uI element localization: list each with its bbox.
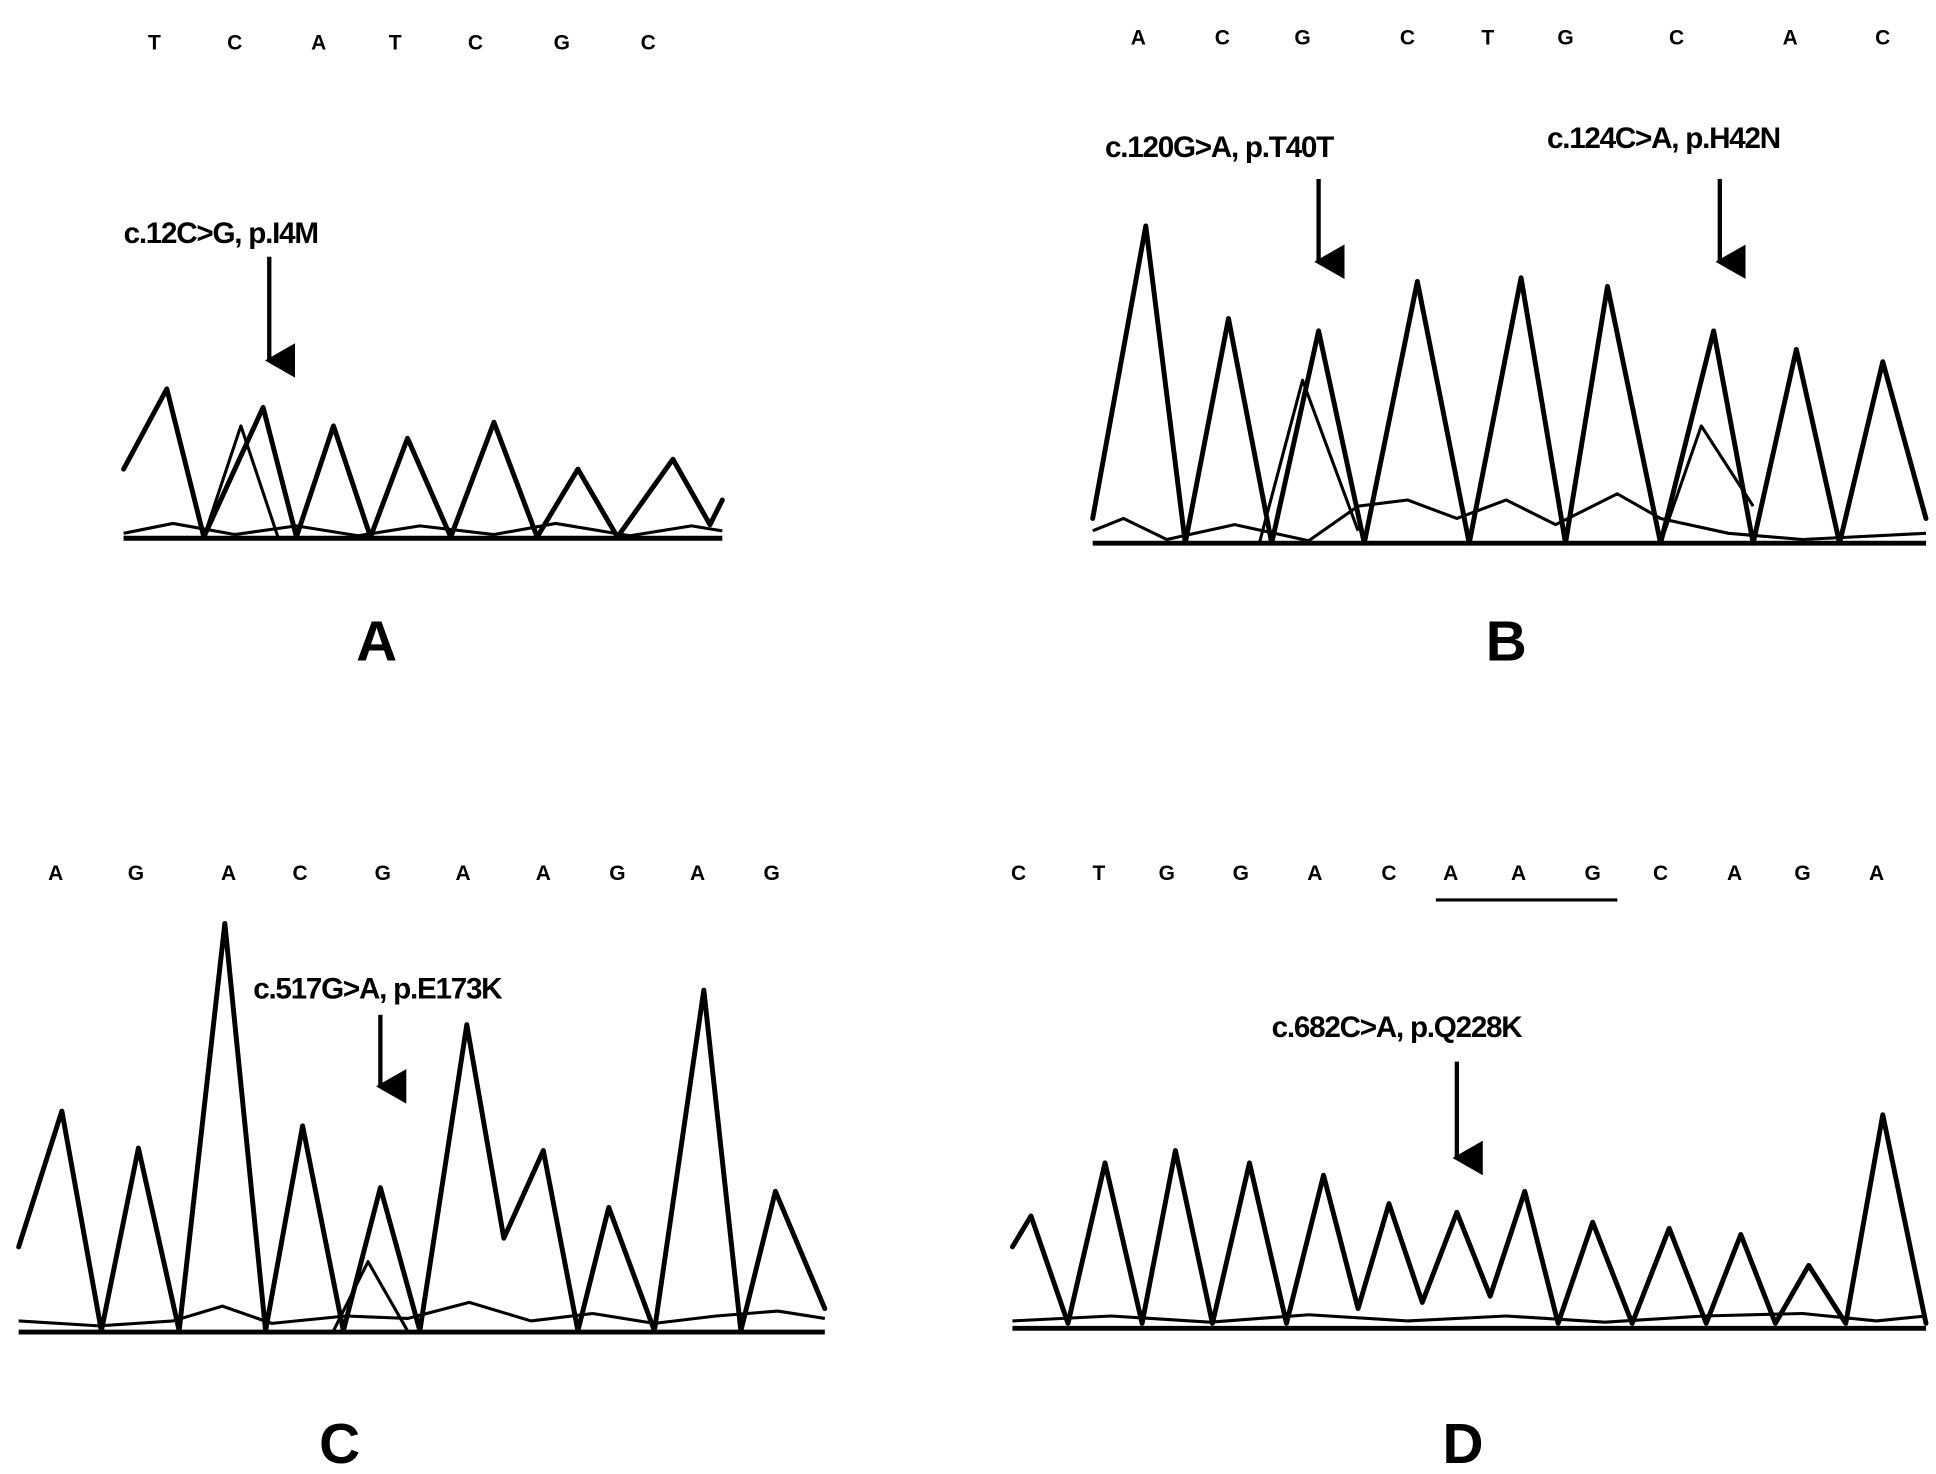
base: G — [1159, 862, 1175, 885]
panel-b: A C G C T G C A C c.120G>A, p.T40T c.124… — [1093, 26, 1926, 673]
trace — [1012, 1314, 1926, 1323]
base: G — [128, 862, 144, 885]
base: A — [1131, 26, 1146, 49]
trace — [124, 523, 723, 535]
base: C — [1381, 862, 1396, 885]
base: G — [1557, 26, 1573, 49]
trace — [1093, 494, 1926, 541]
base: C — [468, 31, 483, 54]
panel-d: C T G G A C A A G C A G A c.682C>A, p.Q2… — [1011, 862, 1926, 1474]
figure: T C A T C G C c.12C>G, p.I4M A A C G C T… — [0, 0, 1936, 1474]
trace — [1093, 226, 1926, 543]
base: A — [221, 862, 236, 885]
base: C — [1215, 26, 1230, 49]
base: C — [293, 862, 308, 885]
base: G — [1233, 862, 1249, 885]
panel-label: A — [356, 610, 397, 673]
base: G — [554, 31, 570, 54]
base: C — [641, 31, 656, 54]
annotation: c.120G>A, p.T40T — [1105, 131, 1334, 164]
base: A — [690, 862, 705, 885]
base: G — [609, 862, 625, 885]
panel-a: T C A T C G C c.12C>G, p.I4M A — [124, 31, 723, 673]
base: A — [1783, 26, 1798, 49]
base: A — [311, 31, 326, 54]
base: G — [1794, 862, 1810, 885]
base: A — [1869, 862, 1884, 885]
base: T — [389, 31, 402, 54]
base: G — [1294, 26, 1310, 49]
base: C — [227, 31, 242, 54]
base: A — [456, 862, 471, 885]
trace — [1259, 380, 1358, 543]
base: G — [1585, 862, 1601, 885]
base: C — [1011, 862, 1026, 885]
base: T — [1092, 862, 1105, 885]
base: C — [1653, 862, 1668, 885]
base: G — [764, 862, 780, 885]
base: C — [1875, 26, 1890, 49]
annotation: c.12C>G, p.I4M — [124, 217, 318, 250]
annotation: c.124C>A, p.H42N — [1547, 122, 1780, 155]
panel-label: C — [319, 1413, 360, 1474]
base: A — [1443, 862, 1458, 885]
base: T — [148, 31, 161, 54]
base: G — [375, 862, 391, 885]
base: A — [1727, 862, 1742, 885]
panel-c: A G A C G A A G A G c.517G>A, p.E173K C — [19, 862, 825, 1474]
base: A — [536, 862, 551, 885]
base: A — [1307, 862, 1322, 885]
annotation: c.517G>A, p.E173K — [253, 973, 503, 1006]
panel-label: D — [1443, 1413, 1484, 1474]
trace — [1012, 1115, 1926, 1324]
panel-label: B — [1486, 610, 1527, 673]
trace — [204, 426, 278, 537]
base: C — [1400, 26, 1415, 49]
annotation: c.682C>A, p.Q228K — [1272, 1011, 1524, 1044]
trace — [124, 389, 723, 537]
base: T — [1481, 26, 1494, 49]
base: A — [48, 862, 63, 885]
base: C — [1669, 26, 1684, 49]
base: A — [1511, 862, 1526, 885]
